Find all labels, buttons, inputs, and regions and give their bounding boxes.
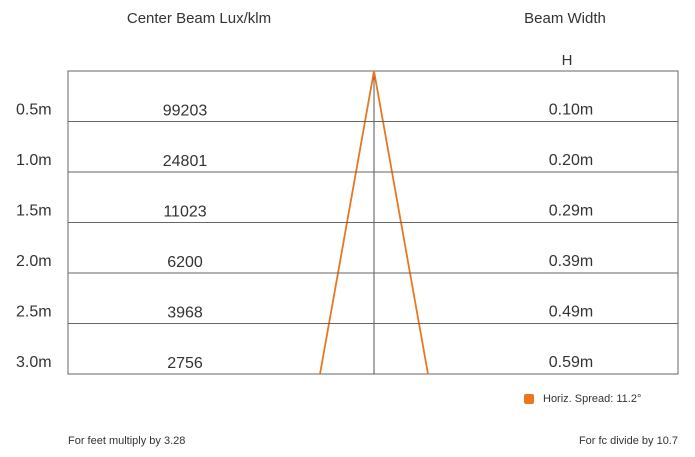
beam-width: 0.20m [549,152,593,169]
header-left: Center Beam Lux/klm [127,10,271,27]
distance-label: 3.0m [16,354,52,371]
distance-label: 2.5m [16,304,52,321]
beam-width: 0.29m [549,203,593,220]
footer-left: For feet multiply by 3.28 [68,435,185,447]
lux-value: 24801 [163,153,208,170]
lux-value: 6200 [167,254,203,271]
lux-value: 2756 [167,355,203,372]
beam-width: 0.39m [549,253,593,270]
legend-swatch [524,394,534,404]
distance-label: 2.0m [16,253,52,270]
lux-value: 11023 [163,204,206,221]
distance-label: 0.5m [16,102,52,119]
rows: 0.5m 99203 0.10m 1.0m 24801 0.20m 1.5m 11023 0.2… [16,102,678,372]
lux-value: 3968 [167,305,203,322]
footer-right: For fc divide by 10.7 [579,435,678,447]
distance-label: 1.0m [16,152,52,169]
header-sub: H [562,52,573,69]
beam-width: 0.49m [549,304,593,321]
beam-width: 0.59m [549,354,593,371]
distance-label: 1.5m [16,203,52,220]
lux-value: 99203 [163,103,208,120]
legend-text: Horiz. Spread: 11.2° [543,393,641,405]
beam-width: 0.10m [549,102,593,119]
header-right: Beam Width [524,10,606,27]
